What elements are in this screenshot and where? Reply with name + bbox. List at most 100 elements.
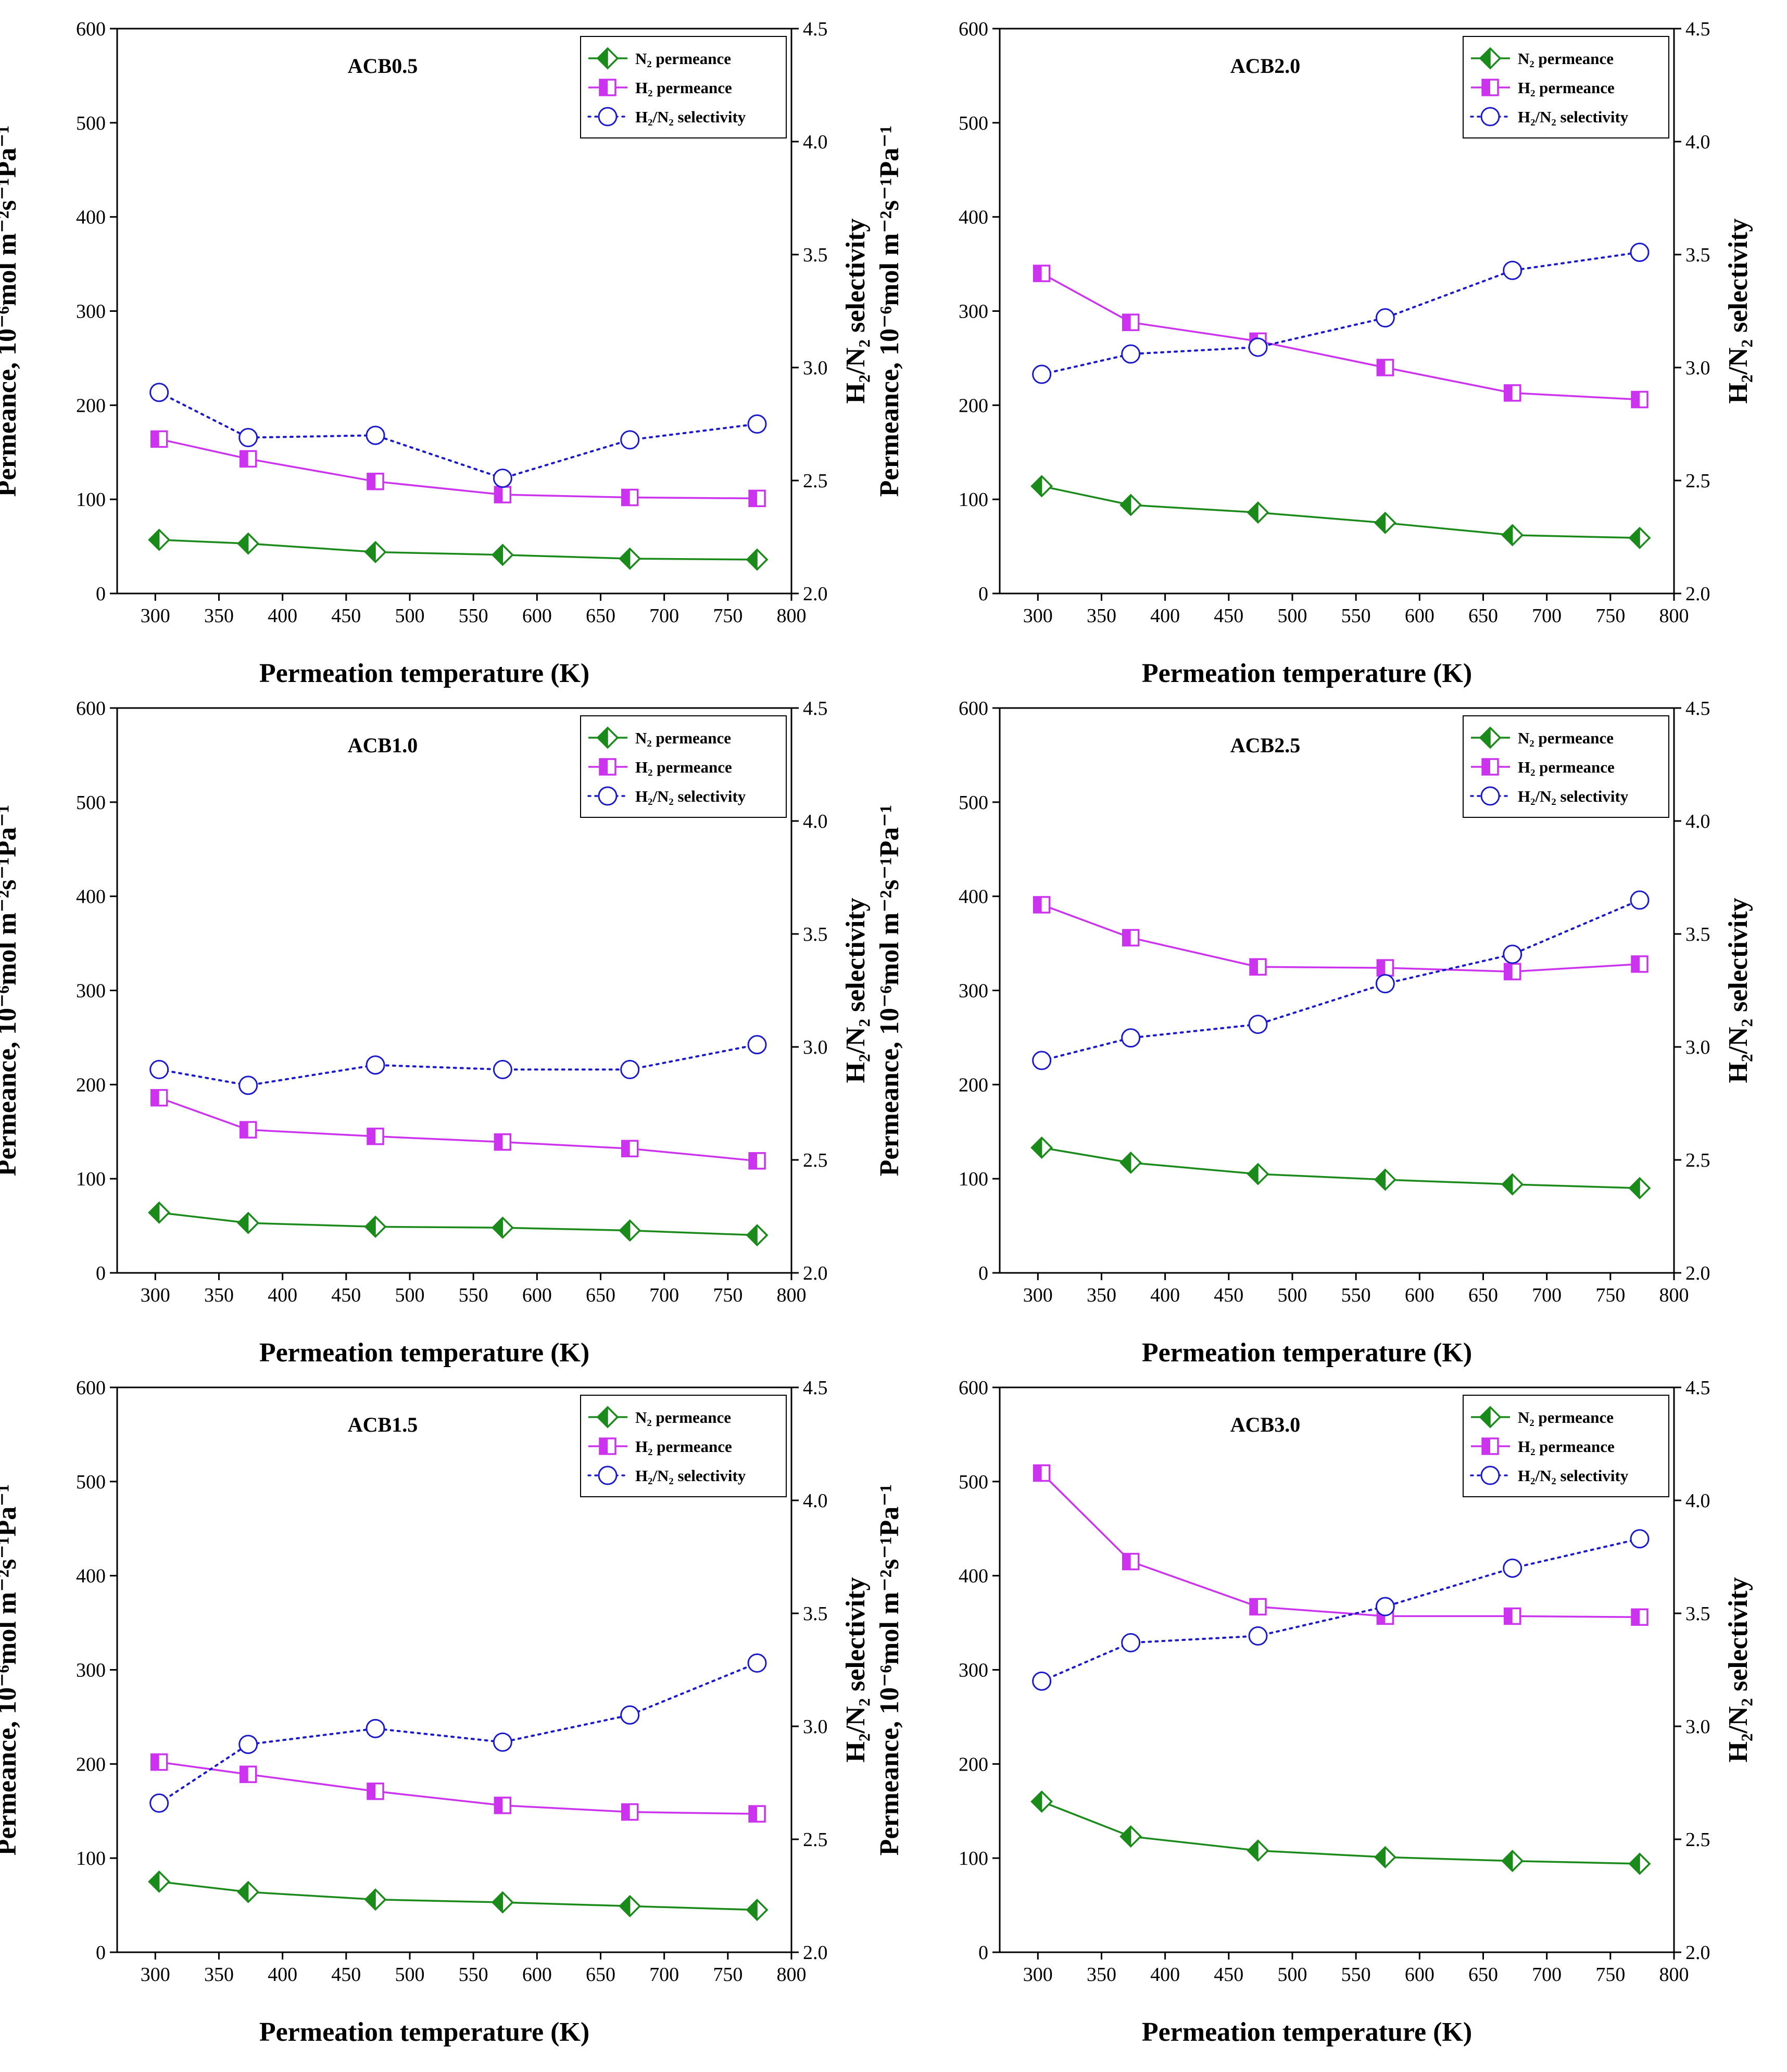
legend: N₂ permeance H₂ permeance H₂/N₂ selectivit…	[580, 1395, 787, 1497]
data-point-h2-5-fill	[749, 1806, 758, 1822]
x-tick-label: 600	[522, 1964, 552, 1986]
data-point-n2-0-fill	[1031, 475, 1042, 497]
data-point-n2-2	[1247, 1839, 1269, 1862]
data-point-h2-3-fill	[1377, 360, 1386, 375]
data-point-n2-0-fill	[148, 1202, 160, 1224]
data-point-n2-3	[491, 544, 514, 566]
data-point-n2-2	[364, 1888, 387, 1911]
data-point-h2-0-fill	[151, 1754, 159, 1770]
legend-marker-h2	[599, 1437, 616, 1455]
y2-tick-label: 2.5	[803, 1149, 828, 1171]
data-point-n2-5	[746, 1899, 769, 1922]
x-tick-label: 800	[1659, 1964, 1689, 1986]
data-point-h2-0-fill	[1034, 266, 1042, 282]
x-tick-label: 700	[1532, 605, 1562, 627]
y2-tick-label: 3.0	[1685, 357, 1710, 379]
y2-tick-label: 2.0	[803, 1942, 828, 1964]
legend-marker-h2	[1481, 79, 1499, 96]
x-tick-label: 800	[777, 1284, 807, 1306]
data-point-sel-1	[1121, 1633, 1141, 1652]
x-tick-label: 400	[1150, 1284, 1180, 1306]
legend-marker-sel	[598, 107, 618, 127]
series-line-n2	[1041, 1146, 1640, 1189]
data-point-sel-4-circle	[1503, 944, 1522, 964]
data-point-h2-1	[1122, 929, 1140, 946]
data-point-h2-3-fill	[1377, 960, 1386, 976]
data-point-sel-4	[620, 1059, 640, 1079]
legend-marker-h2	[1481, 758, 1499, 776]
data-point-h2-0	[1033, 1464, 1051, 1482]
y2-tick-label: 4.0	[803, 131, 828, 153]
data-point-n2-1-fill	[237, 1881, 249, 1903]
data-point-sel-1-circle	[1121, 344, 1141, 364]
y2-tick-label: 3.0	[1685, 1037, 1710, 1058]
x-tick-label: 750	[713, 1284, 743, 1306]
y-tick-label: 500	[959, 1471, 988, 1493]
data-point-h2-5-fill	[1632, 1609, 1640, 1625]
data-point-h2-3	[1376, 959, 1394, 977]
data-point-sel-5-circle	[1630, 243, 1650, 262]
y-axis-title-left: Permeance, 10⁻⁶mol m⁻²s⁻¹Pa⁻¹	[875, 1484, 904, 1856]
legend-label-h2: H₂ permeance	[635, 1437, 732, 1456]
legend-marker-n2	[596, 726, 619, 749]
legend-marker-n2	[1479, 47, 1502, 70]
y-tick-label: 400	[76, 886, 106, 908]
data-point-sel-0-circle	[149, 383, 169, 402]
legend-label-h2: H₂ permeance	[1518, 79, 1615, 97]
series-line-h2	[1041, 272, 1640, 401]
data-point-n2-2	[1247, 1163, 1269, 1185]
data-point-h2-0	[150, 1089, 168, 1107]
legend-label-n2: N₂ permeance	[635, 729, 731, 747]
data-point-sel-1-circle	[238, 1076, 258, 1095]
y-tick-label: 400	[959, 1565, 988, 1587]
legend-marker-n2-fill	[1479, 47, 1491, 69]
x-tick-label: 450	[1214, 1964, 1243, 1986]
y-axis-title-left: Permeance, 10⁻⁶mol m⁻²s⁻¹Pa⁻¹	[875, 805, 904, 1177]
series-line-h2	[159, 438, 758, 500]
y-tick-label: 500	[76, 1471, 106, 1493]
data-point-n2-0-fill	[1031, 1790, 1042, 1813]
data-point-n2-1	[237, 532, 260, 555]
data-point-sel-3-circle	[1375, 974, 1395, 993]
y2-tick-label: 4.5	[1685, 698, 1710, 719]
data-point-n2-0	[148, 528, 171, 551]
y2-tick-label: 2.5	[803, 470, 828, 492]
data-point-sel-2	[1248, 337, 1268, 357]
data-point-h2-4	[1503, 384, 1521, 402]
x-tick-label: 300	[141, 1964, 170, 1986]
data-point-n2-5	[1628, 1177, 1651, 1199]
y-tick-label: 300	[959, 980, 988, 1002]
x-tick-label: 750	[713, 1964, 743, 1986]
data-point-n2-3-fill	[1375, 1169, 1386, 1191]
data-point-n2-0-fill	[1031, 1136, 1042, 1159]
data-point-h2-2	[1249, 958, 1267, 976]
y-tick-label: 300	[959, 1660, 988, 1682]
y2-tick-label: 4.5	[803, 1377, 828, 1399]
data-point-n2-3	[491, 1891, 514, 1914]
y2-tick-label: 3.5	[803, 924, 828, 945]
data-point-sel-0-circle	[1032, 1051, 1052, 1070]
data-point-sel-4-circle	[1503, 260, 1522, 280]
data-point-h2-5-fill	[749, 490, 758, 507]
data-point-n2-1	[1119, 494, 1142, 516]
y-tick-label: 400	[959, 886, 988, 908]
legend-marker-h2-fill	[1482, 1438, 1490, 1454]
x-axis-title: Permeation temperature (K)	[259, 2017, 589, 2047]
data-point-sel-4	[620, 430, 640, 450]
x-tick-label: 750	[713, 605, 743, 627]
data-point-n2-3-fill	[492, 1891, 504, 1913]
y-tick-label: 200	[76, 1074, 106, 1096]
y2-tick-label: 4.0	[1685, 131, 1710, 153]
legend-label-h2: H₂ permeance	[635, 758, 732, 776]
data-point-sel-2-circle	[1248, 1015, 1268, 1034]
x-tick-label: 550	[1341, 1964, 1371, 1986]
series-line-sel	[158, 1662, 759, 1804]
series-line-h2	[159, 1097, 758, 1162]
data-point-sel-5-circle	[747, 1035, 767, 1055]
data-point-n2-5-fill	[1629, 1177, 1640, 1199]
data-point-sel-0	[149, 383, 169, 402]
legend-marker-sel	[1480, 107, 1500, 127]
series-line-n2	[1041, 1801, 1640, 1865]
data-point-sel-5	[1630, 890, 1650, 910]
data-point-sel-3	[493, 1732, 512, 1752]
